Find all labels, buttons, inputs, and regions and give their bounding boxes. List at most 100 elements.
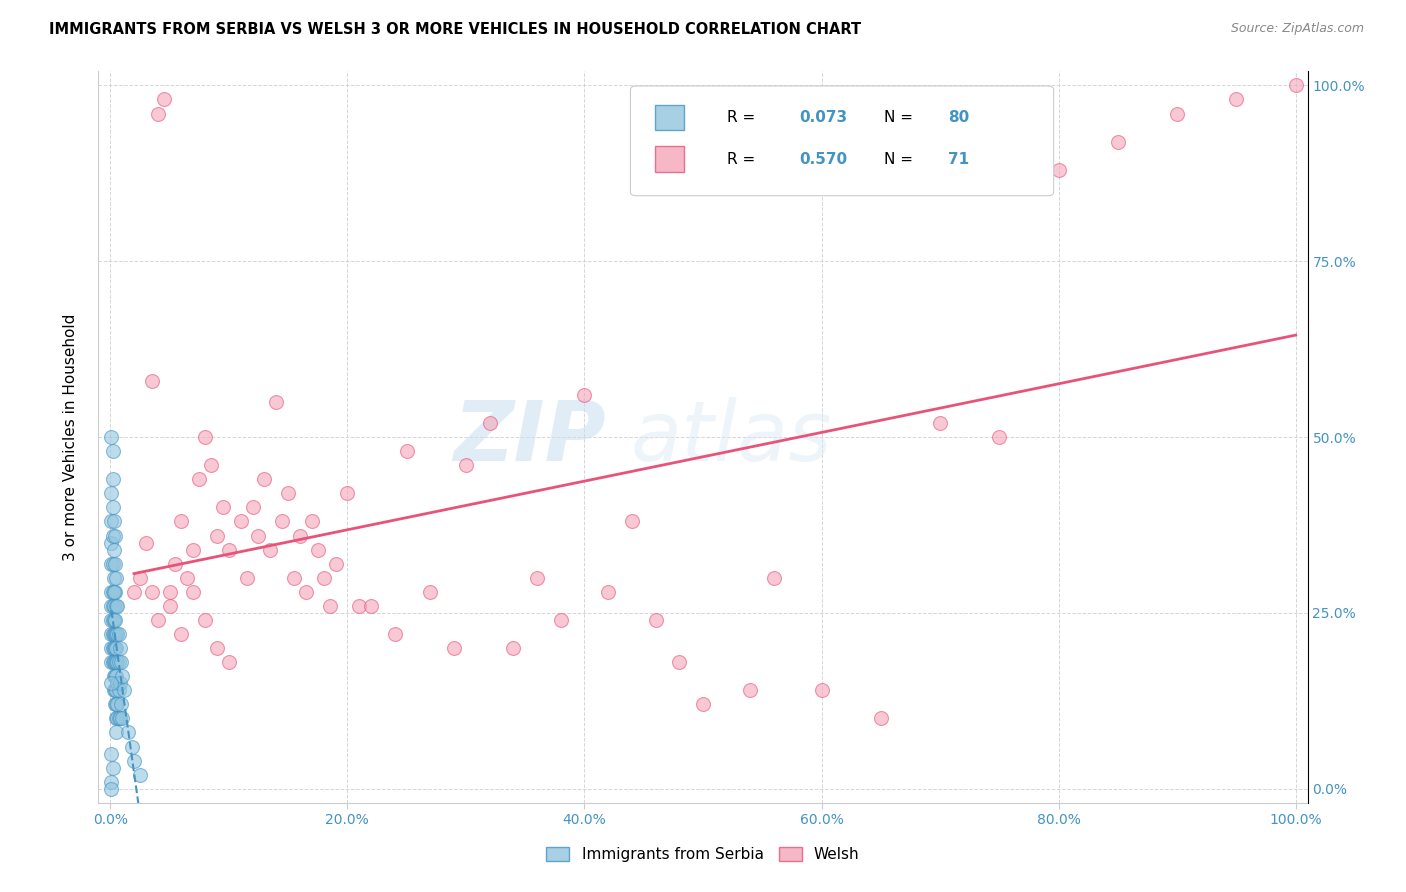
Point bbox=[181, 584, 204, 599]
Point bbox=[100, 676, 122, 690]
Legend: Immigrants from Serbia, Welsh: Immigrants from Serbia, Welsh bbox=[540, 841, 866, 868]
Point bbox=[146, 613, 169, 627]
Point bbox=[105, 669, 128, 683]
Point bbox=[454, 458, 477, 473]
Text: atlas: atlas bbox=[630, 397, 832, 477]
Point bbox=[101, 528, 124, 542]
Point bbox=[101, 500, 124, 515]
Point bbox=[105, 683, 128, 698]
Point bbox=[103, 669, 125, 683]
Point bbox=[218, 542, 240, 557]
Point bbox=[101, 557, 124, 571]
Point bbox=[104, 698, 127, 712]
Point bbox=[194, 613, 217, 627]
Point bbox=[114, 683, 136, 698]
Point bbox=[104, 557, 127, 571]
Point bbox=[129, 571, 152, 585]
Point bbox=[100, 781, 122, 796]
Point bbox=[170, 627, 193, 641]
Point bbox=[395, 444, 418, 458]
Point bbox=[103, 655, 125, 669]
Point bbox=[692, 698, 714, 712]
Point bbox=[105, 627, 128, 641]
Point bbox=[1107, 135, 1129, 149]
Point bbox=[101, 761, 124, 775]
Point bbox=[107, 627, 129, 641]
Point bbox=[101, 613, 124, 627]
Point bbox=[105, 698, 128, 712]
Point bbox=[104, 613, 127, 627]
Point bbox=[271, 515, 294, 529]
Point bbox=[105, 599, 128, 613]
Point bbox=[307, 542, 329, 557]
Point bbox=[141, 374, 163, 388]
Point bbox=[100, 430, 122, 444]
Point bbox=[100, 515, 122, 529]
Point bbox=[100, 747, 122, 761]
Text: Source: ZipAtlas.com: Source: ZipAtlas.com bbox=[1230, 22, 1364, 36]
Point bbox=[105, 711, 128, 725]
Point bbox=[620, 515, 643, 529]
Point bbox=[135, 535, 157, 549]
Point bbox=[103, 641, 125, 656]
Text: 0.073: 0.073 bbox=[800, 110, 848, 125]
Point bbox=[100, 613, 122, 627]
Point bbox=[100, 655, 122, 669]
FancyBboxPatch shape bbox=[630, 86, 1053, 195]
Point bbox=[111, 669, 134, 683]
Point bbox=[242, 500, 264, 515]
Point bbox=[100, 584, 122, 599]
Point bbox=[159, 599, 181, 613]
Point bbox=[988, 430, 1011, 444]
Point bbox=[1047, 162, 1070, 177]
Point bbox=[103, 515, 125, 529]
Point bbox=[347, 599, 370, 613]
Point bbox=[107, 655, 129, 669]
Point bbox=[107, 683, 129, 698]
Point bbox=[146, 106, 169, 120]
Point bbox=[325, 557, 347, 571]
Point bbox=[1166, 106, 1188, 120]
Point bbox=[165, 557, 187, 571]
Point bbox=[105, 627, 128, 641]
Point bbox=[200, 458, 222, 473]
Point bbox=[141, 584, 163, 599]
Point bbox=[105, 641, 128, 656]
Text: IMMIGRANTS FROM SERBIA VS WELSH 3 OR MORE VEHICLES IN HOUSEHOLD CORRELATION CHAR: IMMIGRANTS FROM SERBIA VS WELSH 3 OR MOR… bbox=[49, 22, 862, 37]
Point bbox=[108, 676, 131, 690]
Point bbox=[103, 627, 125, 641]
Point bbox=[111, 711, 134, 725]
Point bbox=[288, 528, 311, 542]
Point bbox=[668, 655, 690, 669]
Point bbox=[104, 584, 127, 599]
Point bbox=[104, 655, 127, 669]
Point bbox=[100, 599, 122, 613]
Point bbox=[104, 641, 127, 656]
Point bbox=[205, 641, 228, 656]
Point bbox=[105, 698, 128, 712]
Point bbox=[253, 472, 276, 486]
Point bbox=[105, 711, 128, 725]
Point bbox=[218, 655, 240, 669]
Point bbox=[205, 528, 228, 542]
Point bbox=[159, 584, 181, 599]
Point bbox=[194, 430, 217, 444]
Point bbox=[108, 641, 131, 656]
Point bbox=[419, 584, 441, 599]
Point bbox=[103, 683, 125, 698]
Y-axis label: 3 or more Vehicles in Household: 3 or more Vehicles in Household bbox=[63, 313, 77, 561]
Point bbox=[100, 557, 122, 571]
Point bbox=[129, 767, 152, 781]
Point bbox=[212, 500, 235, 515]
Point bbox=[247, 528, 270, 542]
Point bbox=[478, 416, 501, 430]
Point bbox=[318, 599, 340, 613]
Point bbox=[104, 528, 127, 542]
Point bbox=[100, 535, 122, 549]
Point bbox=[101, 627, 124, 641]
Point bbox=[105, 571, 128, 585]
Point bbox=[443, 641, 465, 656]
Point bbox=[526, 571, 548, 585]
Point bbox=[100, 774, 122, 789]
Point bbox=[101, 444, 124, 458]
